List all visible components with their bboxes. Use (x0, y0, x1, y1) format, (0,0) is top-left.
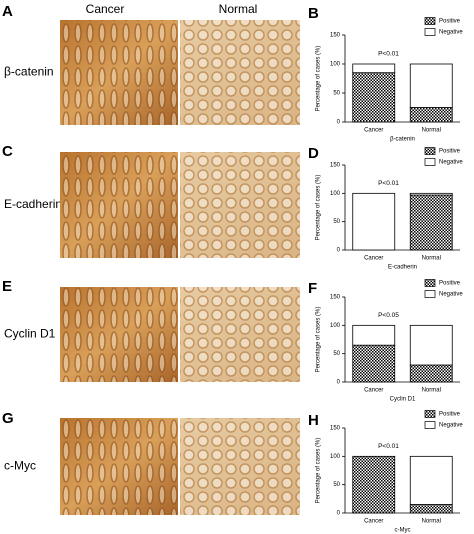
y-tick-label: 50 (333, 351, 340, 357)
bar-segment (409, 192, 453, 196)
bar-segment (352, 72, 396, 123)
bar-segment (409, 455, 453, 505)
x-tick-label: Cancer (364, 388, 383, 394)
normal-image-texture (180, 418, 300, 515)
y-tick-label: 100 (330, 323, 341, 329)
y-tick-label: 100 (330, 62, 341, 68)
normal-image-texture (180, 152, 300, 258)
cancer-image-texture (60, 287, 178, 382)
annotation: P<0.01 (378, 180, 399, 187)
column-header: Normal (219, 2, 258, 16)
normal-image-texture (180, 287, 300, 382)
y-axis-label: Percentage of cases (%) (316, 307, 322, 373)
panel-letter: F (308, 280, 317, 297)
y-axis-label: Percentage of cases (%) (316, 438, 322, 504)
y-tick-label: 0 (337, 248, 341, 254)
y-tick-label: 150 (330, 163, 341, 169)
panel-letter: H (308, 412, 319, 429)
bar-segment (352, 63, 396, 74)
legend-label: Positive (439, 281, 461, 287)
legend-label: Negative (439, 30, 463, 36)
y-tick-label: 0 (337, 511, 341, 517)
legend-swatch (424, 147, 436, 155)
panel-letter: D (308, 145, 319, 162)
column-header: Cancer (86, 2, 125, 16)
legend-label: Negative (439, 160, 463, 166)
cancer-image-texture (60, 418, 178, 515)
bar-segment (352, 455, 396, 514)
bar-segment (409, 504, 453, 514)
legend-label: Positive (439, 19, 461, 25)
normal-image-texture (180, 20, 300, 125)
y-axis-label: Percentage of cases (%) (316, 175, 322, 241)
cancer-image-texture (60, 152, 178, 258)
y-tick-label: 150 (330, 426, 341, 432)
x-axis-label: E-cadherin (388, 265, 417, 271)
legend-label: Negative (439, 292, 463, 298)
panel-letter: G (2, 410, 14, 427)
bar-segment (409, 324, 453, 366)
row-label: Cyclin D1 (4, 327, 56, 341)
annotation: P<0.05 (378, 312, 399, 319)
x-tick-label: Normal (422, 256, 441, 262)
bar-segment (409, 194, 453, 251)
x-axis-label: Cyclin D1 (390, 397, 416, 403)
y-tick-label: 0 (337, 120, 341, 126)
panel-letter: A (2, 3, 13, 20)
y-tick-label: 50 (333, 482, 340, 488)
y-tick-label: 100 (330, 454, 341, 460)
panel-letter: E (2, 278, 12, 295)
row-label: E-cadherin (4, 197, 62, 211)
row-label: β-catenin (4, 65, 54, 79)
y-tick-label: 50 (333, 219, 340, 225)
x-axis-label: β-catenin (390, 137, 415, 143)
y-tick-label: 50 (333, 91, 340, 97)
y-axis-label: Percentage of cases (%) (316, 46, 322, 112)
y-tick-label: 100 (330, 191, 341, 197)
panel-letter: B (308, 5, 319, 22)
legend-label: Positive (439, 412, 461, 418)
bar-segment (409, 63, 453, 108)
annotation: P<0.01 (378, 50, 399, 57)
legend-swatch (424, 410, 436, 418)
y-tick-label: 150 (330, 295, 341, 301)
x-tick-label: Normal (422, 519, 441, 525)
legend-label: Positive (439, 149, 461, 155)
y-tick-label: 150 (330, 33, 341, 39)
legend-swatch (424, 290, 436, 298)
legend-swatch (424, 28, 436, 36)
row-label: c-Myc (4, 459, 36, 473)
x-tick-label: Cancer (364, 128, 383, 134)
legend-swatch (424, 17, 436, 25)
legend-swatch (424, 421, 436, 429)
x-tick-label: Normal (422, 388, 441, 394)
bar-segment (409, 364, 453, 383)
bar-segment (409, 107, 453, 123)
panel-letter: C (2, 143, 13, 160)
bar-segment (352, 344, 396, 383)
legend-label: Negative (439, 423, 463, 429)
legend-swatch (424, 279, 436, 287)
annotation: P<0.01 (378, 443, 399, 450)
y-tick-label: 0 (337, 380, 341, 386)
legend-swatch (424, 158, 436, 166)
x-tick-label: Cancer (364, 519, 383, 525)
bar-segment (352, 192, 396, 251)
bar-segment (352, 324, 396, 346)
x-axis-label: c-Myc (395, 528, 411, 534)
x-tick-label: Cancer (364, 256, 383, 262)
cancer-image-texture (60, 20, 178, 125)
x-tick-label: Normal (422, 128, 441, 134)
